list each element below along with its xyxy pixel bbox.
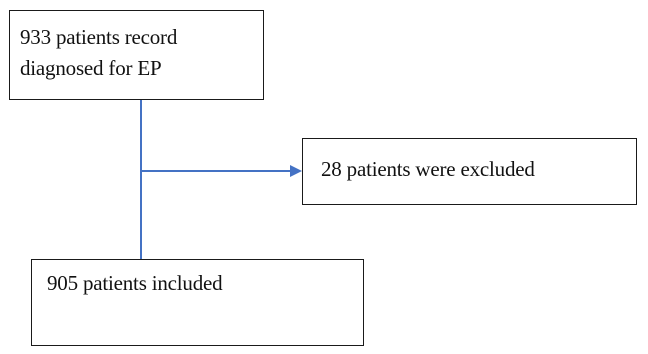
excluded-patients-label: 28 patients were excluded xyxy=(321,154,535,185)
excluded-patients-line-1: 28 patients were excluded xyxy=(321,157,535,181)
screened-patients-line-2: diagnosed for EP xyxy=(20,56,162,80)
excluded-patients-box: 28 patients were excluded xyxy=(302,138,637,205)
screened-patients-line-1: 933 patients record xyxy=(20,25,178,49)
screened-patients-box: 933 patients record diagnosed for EP xyxy=(9,10,264,100)
exclusion-arrowhead xyxy=(290,165,302,177)
included-patients-line-1: 905 patients included xyxy=(47,271,223,295)
included-patients-box: 905 patients included xyxy=(31,259,364,346)
included-patients-label: 905 patients included xyxy=(47,268,223,299)
screened-patients-label: 933 patients record diagnosed for EP xyxy=(20,22,177,84)
